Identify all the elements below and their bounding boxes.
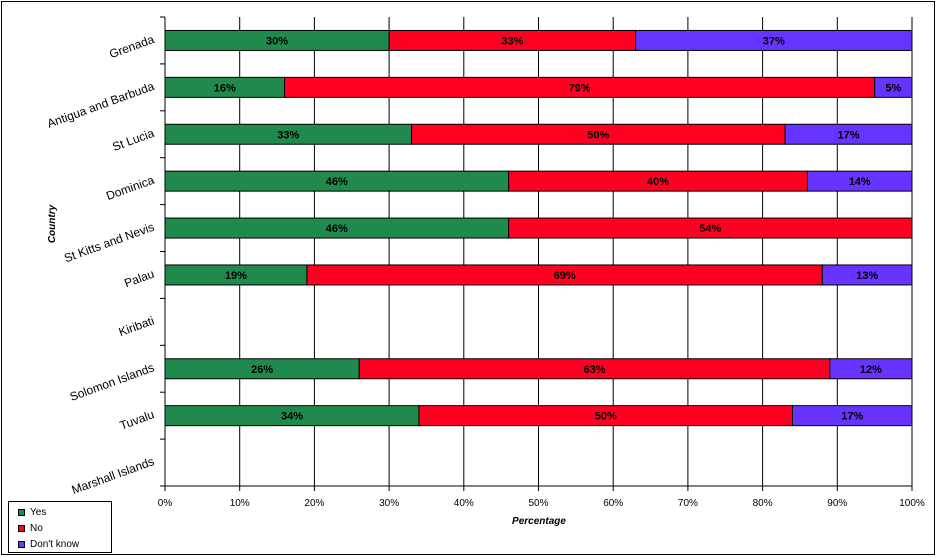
data-label-don-t-know-solomon-islands: 12% [860, 364, 882, 376]
data-label-yes-st-lucia: 33% [277, 129, 299, 141]
chart-legend: Yes No Don't know [8, 501, 112, 553]
bar-layer: 30% 33% 37% 16% 79% 5% 33% 50% 17% 46% 40% 14% 46% 54… [164, 29, 913, 427]
data-label-yes-dominica: 46% [326, 176, 348, 188]
x-tick-label: 80% [753, 498, 773, 509]
data-label-yes-tuvalu: 34% [281, 411, 303, 423]
legend-swatch-no [18, 524, 25, 532]
x-tick-label: 40% [454, 498, 474, 509]
category-label-grenada: Grenada [107, 32, 156, 61]
x-tick-label: 100% [899, 498, 925, 509]
x-tick-label: 30% [379, 498, 399, 509]
category-label-marshall-islands: Marshall Islands [70, 454, 156, 497]
category-label-solomon-islands: Solomon Islands [68, 360, 156, 403]
bar-don-t-know-solomon-islands [829, 358, 913, 380]
x-tick-label: 50% [528, 498, 548, 509]
data-label-yes-st-kitts-and-nevis: 46% [326, 223, 348, 235]
legend-swatch-dont-know [18, 540, 25, 548]
x-tick-label: 70% [678, 498, 698, 509]
bar-don-t-know-antigua-and-barbuda [874, 76, 913, 98]
category-label-antigua-and-barbuda: Antigua and Barbuda [45, 79, 156, 131]
legend-label-yes: Yes [30, 506, 47, 518]
bar-don-t-know-grenada [635, 29, 913, 51]
category-label-palau: Palau [122, 267, 156, 291]
data-label-don-t-know-grenada: 37% [763, 35, 785, 47]
bar-don-t-know-st-lucia [784, 123, 913, 145]
y-axis-title: Country [47, 204, 58, 243]
legend-label-no: No [30, 522, 43, 534]
data-label-no-palau: 69% [554, 270, 576, 282]
category-label-st-lucia: St Lucia [110, 126, 156, 154]
legend-item-dont-know: Don't know [18, 536, 111, 552]
data-label-no-antigua-and-barbuda: 79% [569, 82, 591, 94]
legend-item-no: No [18, 520, 111, 536]
data-label-yes-solomon-islands: 26% [251, 364, 273, 376]
category-label-tuvalu: Tuvalu [118, 407, 156, 432]
data-label-no-tuvalu: 50% [595, 411, 617, 423]
data-label-no-grenada: 33% [501, 35, 523, 47]
legend-label-dont-know: Don't know [30, 538, 80, 550]
x-axis-title: Percentage [512, 516, 566, 527]
x-tick-label: 60% [603, 498, 623, 509]
data-label-don-t-know-tuvalu: 17% [841, 411, 863, 423]
bar-no-st-kitts-and-nevis [508, 217, 913, 239]
legend-item-yes: Yes [18, 504, 111, 520]
x-tick-label: 20% [304, 498, 324, 509]
x-tick-label: 0% [158, 498, 173, 509]
data-label-yes-antigua-and-barbuda: 16% [214, 82, 236, 94]
legend-swatch-yes [18, 508, 25, 516]
bar-don-t-know-palau [821, 264, 913, 286]
data-label-no-dominica: 40% [647, 176, 669, 188]
data-label-don-t-know-antigua-and-barbuda: 5% [885, 82, 901, 94]
bar-don-t-know-tuvalu [791, 405, 913, 427]
x-tick-label: 10% [230, 498, 250, 509]
bar-don-t-know-dominica [806, 170, 913, 192]
data-label-yes-grenada: 30% [266, 35, 288, 47]
category-label-kiribati: Kiribati [117, 314, 156, 340]
data-label-don-t-know-palau: 13% [856, 270, 878, 282]
category-label-st-kitts-and-nevis: St Kitts and Nevis [62, 220, 156, 266]
category-label-dominica: Dominica [104, 173, 156, 203]
data-label-no-st-lucia: 50% [587, 129, 609, 141]
x-tick-label: 90% [827, 498, 847, 509]
data-label-don-t-know-st-lucia: 17% [837, 129, 859, 141]
data-label-no-solomon-islands: 63% [584, 364, 606, 376]
data-label-don-t-know-dominica: 14% [849, 176, 871, 188]
data-label-yes-palau: 19% [225, 270, 247, 282]
data-label-no-st-kitts-and-nevis: 54% [699, 223, 721, 235]
